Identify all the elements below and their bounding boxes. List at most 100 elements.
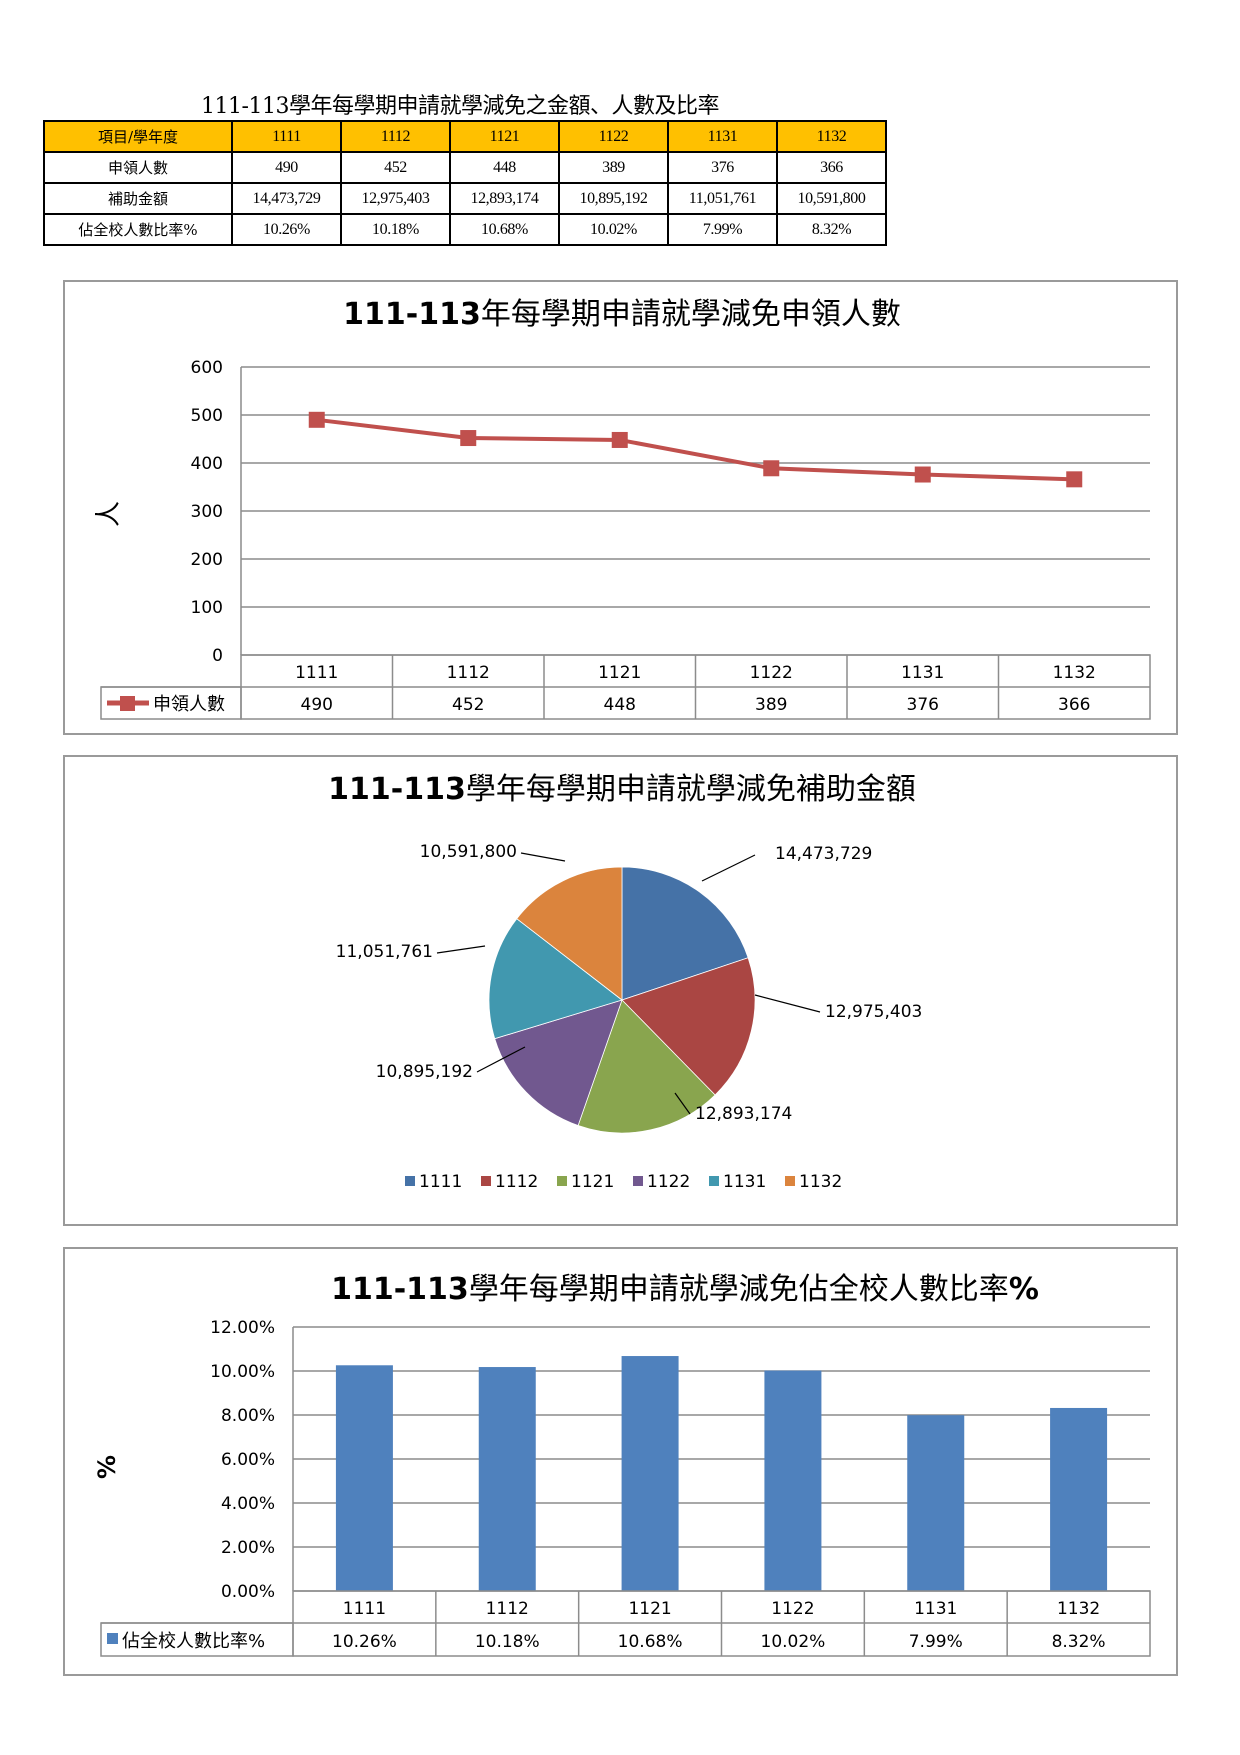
x-category-label: 1121 bbox=[628, 1599, 671, 1619]
y-tick-label: 600 bbox=[191, 358, 223, 378]
pie-data-label: 14,473,729 bbox=[775, 844, 872, 864]
legend-swatch-icon bbox=[785, 1176, 795, 1186]
y-tick-label: 0 bbox=[212, 646, 223, 666]
y-tick-label: 500 bbox=[191, 406, 223, 426]
y-tick-label: 200 bbox=[191, 550, 223, 570]
x-category-label: 1132 bbox=[1053, 663, 1096, 683]
pie-data-label: 11,051,761 bbox=[336, 942, 433, 962]
x-category-label: 1122 bbox=[750, 663, 793, 683]
table-cell: 10.18% bbox=[340, 213, 451, 246]
y-tick-label: 0.00% bbox=[221, 1582, 275, 1602]
data-point-marker bbox=[914, 466, 931, 483]
pie-slice bbox=[577, 999, 716, 1134]
pie-data-labels: 14,473,729 12,975,403 12,893,174 10,895,192… bbox=[336, 842, 923, 1124]
table-cell: 14,473,729 bbox=[231, 182, 342, 215]
document-title: 111-113學年每學期申請就學減免之金額、人數及比率 bbox=[201, 94, 719, 119]
y-tick-label: 6.00% bbox=[221, 1450, 275, 1470]
data-table-value: 376 bbox=[907, 695, 939, 715]
table-row: 申領人數 490 452 448 389 376 366 bbox=[43, 151, 887, 184]
gridlines bbox=[240, 366, 1150, 656]
pie-slice bbox=[488, 918, 623, 1040]
line-chart-title: 111-113年每學期申請就學減免申領人數 bbox=[343, 297, 901, 332]
y-tick-label: 10.00% bbox=[210, 1362, 275, 1382]
y-tick-label: 100 bbox=[191, 598, 223, 618]
legend-label: 1122 bbox=[647, 1172, 690, 1192]
data-point-marker bbox=[308, 411, 325, 428]
legend-label: 1111 bbox=[419, 1172, 462, 1192]
gridlines bbox=[292, 1326, 1150, 1592]
y-tick-label: 2.00% bbox=[221, 1538, 275, 1558]
table-cell: 366 bbox=[776, 151, 887, 184]
data-table-value: 8.32% bbox=[1052, 1632, 1106, 1652]
data-point-marker bbox=[1066, 471, 1083, 488]
table-cell: 12,893,174 bbox=[449, 182, 560, 215]
pie-chart: 111-113學年每學期申請就學減免補助金額 14,473,729 12,975,… bbox=[328, 772, 923, 1192]
data-point-marker bbox=[763, 460, 780, 477]
pie-slice bbox=[494, 999, 623, 1127]
row-label: 補助金額 bbox=[43, 182, 233, 215]
table-cell: 12,975,403 bbox=[340, 182, 451, 215]
pie-data-label: 10,895,192 bbox=[376, 1062, 473, 1082]
data-table-value: 389 bbox=[755, 695, 787, 715]
bar-series bbox=[335, 1356, 1108, 1591]
y-axis-label: % bbox=[93, 1455, 121, 1479]
table-cell: 490 bbox=[231, 151, 342, 184]
data-table-value: 448 bbox=[604, 695, 636, 715]
table-cell: 389 bbox=[558, 151, 669, 184]
data-table-value: 490 bbox=[301, 695, 333, 715]
table-cell: 7.99% bbox=[667, 213, 778, 246]
legend-swatch-icon bbox=[405, 1176, 415, 1186]
table-row: 佔全校人數比率% 10.26% 10.18% 10.68% 10.02% 7.9… bbox=[43, 213, 887, 246]
bar bbox=[1050, 1407, 1108, 1591]
legend-label: 申領人數 bbox=[153, 694, 225, 715]
pie-slice bbox=[621, 957, 756, 1096]
x-category-label: 1111 bbox=[343, 1599, 386, 1619]
data-table-value: 10.18% bbox=[475, 1632, 540, 1652]
bar bbox=[478, 1367, 536, 1591]
row-label: 佔全校人數比率% bbox=[43, 213, 233, 246]
data-table: 1111 490 1112 452 1121 448 1122 389 1131 376 1132 3… bbox=[100, 654, 1151, 720]
table-cell: 10.02% bbox=[558, 213, 669, 246]
y-axis-ticks: 0.00% 2.00% 4.00% 6.00% 8.00% 10.00% 12.00% bbox=[210, 1318, 275, 1602]
header-cell: 1132 bbox=[776, 120, 887, 153]
x-category-label: 1131 bbox=[914, 1599, 957, 1619]
pie-chart-frame: 111-113學年每學期申請就學減免補助金額 14,473,729 12,975,… bbox=[63, 755, 1178, 1226]
table-cell: 10,591,800 bbox=[776, 182, 887, 215]
line-series bbox=[308, 411, 1083, 488]
data-table-value: 10.68% bbox=[618, 1632, 683, 1652]
header-cell: 1131 bbox=[667, 120, 778, 153]
data-table-value: 366 bbox=[1058, 695, 1090, 715]
legend-label: 佔全校人數比率% bbox=[122, 1631, 265, 1652]
data-point-marker bbox=[611, 431, 628, 448]
bar-chart-frame: 111-113學年每學期申請就學減免佔全校人數比率% % 0.00% 2.00% 4… bbox=[63, 1247, 1178, 1676]
legend-marker-icon bbox=[120, 696, 135, 711]
bar bbox=[335, 1365, 393, 1591]
y-tick-label: 12.00% bbox=[210, 1318, 275, 1338]
y-tick-label: 8.00% bbox=[221, 1406, 275, 1426]
header-cell: 1121 bbox=[449, 120, 560, 153]
x-category-label: 1122 bbox=[771, 1599, 814, 1619]
row-label: 申領人數 bbox=[43, 151, 233, 184]
data-table-value: 452 bbox=[452, 695, 484, 715]
legend-label: 1131 bbox=[723, 1172, 766, 1192]
y-tick-label: 300 bbox=[191, 502, 223, 522]
table-cell: 10,895,192 bbox=[558, 182, 669, 215]
data-table-value: 7.99% bbox=[909, 1632, 963, 1652]
table-cell: 452 bbox=[340, 151, 451, 184]
x-category-label: 1112 bbox=[486, 1599, 529, 1619]
table-header-row: 項目/學年度 1111 1112 1121 1122 1131 1132 bbox=[43, 120, 887, 153]
legend-label: 1121 bbox=[571, 1172, 614, 1192]
summary-table: 項目/學年度 1111 1112 1121 1122 1131 1132 申領人… bbox=[43, 120, 887, 246]
x-category-label: 1112 bbox=[447, 663, 490, 683]
x-category-label: 1111 bbox=[295, 663, 338, 683]
table-cell: 10.68% bbox=[449, 213, 560, 246]
table-cell: 11,051,761 bbox=[667, 182, 778, 215]
header-cell: 1111 bbox=[231, 120, 342, 153]
legend-swatch-icon bbox=[557, 1176, 567, 1186]
legend-label: 1132 bbox=[799, 1172, 842, 1192]
pie-slice bbox=[516, 866, 623, 1001]
legend-label: 1112 bbox=[495, 1172, 538, 1192]
table-row: 補助金額 14,473,729 12,975,403 12,893,174 10… bbox=[43, 182, 887, 215]
table-cell: 448 bbox=[449, 151, 560, 184]
line-chart: 111-113年每學期申請就學減免申領人數 人 0 100 200 300 400 500… bbox=[94, 297, 1151, 720]
